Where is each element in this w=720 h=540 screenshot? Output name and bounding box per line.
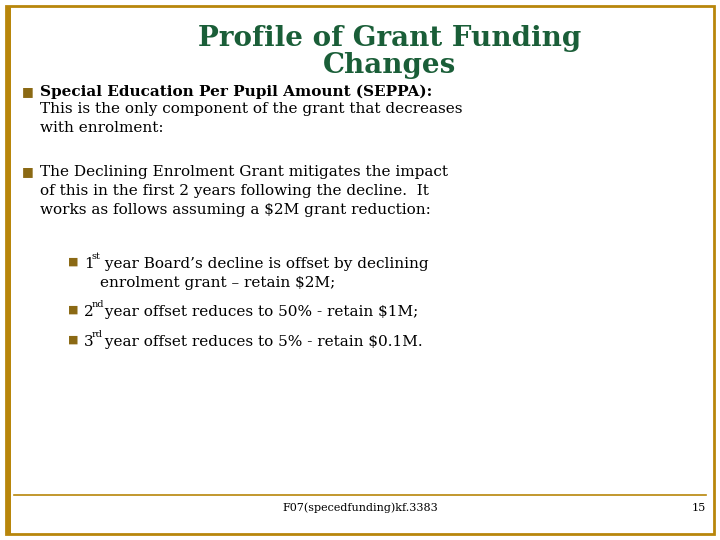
Text: nd: nd	[92, 300, 104, 309]
FancyBboxPatch shape	[6, 6, 11, 534]
Text: Profile of Grant Funding: Profile of Grant Funding	[199, 25, 582, 52]
Text: year Board’s decline is offset by declining
enrolment grant – retain $2M;: year Board’s decline is offset by declin…	[100, 257, 428, 290]
Text: Special Education Per Pupil Amount (SEPPA):: Special Education Per Pupil Amount (SEPP…	[40, 85, 432, 99]
Text: 1: 1	[84, 257, 94, 271]
Text: ■: ■	[68, 257, 78, 267]
Text: st: st	[92, 252, 101, 261]
Text: This is the only component of the grant that decreases
with enrolment:: This is the only component of the grant …	[40, 102, 462, 135]
Text: ■: ■	[68, 305, 78, 315]
Text: 2: 2	[84, 305, 94, 319]
Text: 15: 15	[692, 503, 706, 513]
Text: Changes: Changes	[323, 52, 456, 79]
Text: The Declining Enrolment Grant mitigates the impact
of this in the first 2 years : The Declining Enrolment Grant mitigates …	[40, 165, 448, 217]
Text: rd: rd	[92, 330, 103, 339]
Text: ■: ■	[22, 165, 34, 178]
Text: year offset reduces to 50% - retain $1M;: year offset reduces to 50% - retain $1M;	[100, 305, 418, 319]
Text: 3: 3	[84, 335, 94, 349]
Text: ■: ■	[22, 85, 34, 98]
Text: F07(specedfunding)kf.3383: F07(specedfunding)kf.3383	[282, 503, 438, 514]
Text: ■: ■	[68, 335, 78, 345]
Text: year offset reduces to 5% - retain $0.1M.: year offset reduces to 5% - retain $0.1M…	[100, 335, 423, 349]
